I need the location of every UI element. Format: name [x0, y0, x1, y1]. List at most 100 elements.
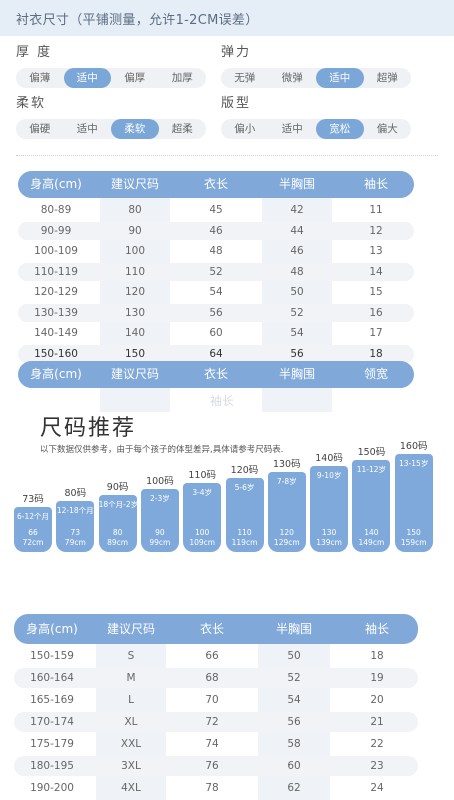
size-recommend-bar: 90码 18个月-2岁 80 89cm [98, 479, 139, 552]
table-row: 100-109 100 48 46 13 [18, 241, 414, 262]
table-cell: 52 [209, 265, 223, 278]
table-cell: 60 [287, 760, 301, 772]
size-recommend-bar: 80码 12-18个月 73 79cm [56, 485, 95, 552]
option: 微弹 [281, 72, 303, 84]
table-cell: 110 [124, 265, 146, 278]
bar-bottom: 80 89cm [99, 528, 137, 548]
table-cell: 76 [205, 760, 219, 772]
bar-bottom: 110 119cm [226, 528, 264, 548]
table-cell: 100 [124, 245, 146, 258]
attribute-group: 厚 度偏薄 适中 偏厚 加厚 [16, 44, 206, 88]
table-cell: 190-200 [30, 782, 74, 794]
table-cell: 15 [369, 286, 383, 299]
size-number: 150 [406, 527, 421, 537]
age-label: 18个月-2岁 [98, 500, 139, 510]
age-label: 7-8岁 [276, 476, 297, 486]
table-row: 150-159 S 66 50 18 [14, 645, 418, 667]
table-cell: 54 [290, 327, 304, 340]
size-label: 73码 [22, 494, 44, 505]
option: 偏硬 [29, 123, 51, 135]
option-selected: 适中 [316, 68, 364, 88]
table-cell: 140-149 [34, 327, 78, 340]
bar-body: 6-12个月 66 72cm [14, 507, 52, 552]
header-cell: 半胸围 [275, 622, 312, 636]
header-cell: 身高(cm) [30, 367, 82, 381]
option: 适中 [76, 123, 98, 135]
table-cell: 50 [287, 650, 301, 662]
table-cell: 17 [369, 327, 383, 340]
size-label: 150码 [357, 446, 386, 458]
attribute-options: 无弹 微弹 适中 超弹 [221, 68, 411, 88]
option: 适中 [281, 123, 303, 135]
header-cell: 袖长 [364, 622, 389, 636]
table-row: 170-174 XL 72 56 21 [14, 711, 418, 733]
table-cell: 150 [124, 347, 146, 360]
height-label: 119cm [231, 538, 258, 547]
bar-body: 3-4岁 100 109cm [183, 483, 222, 552]
table-cell: 80-89 [40, 204, 72, 217]
size-label: 120码 [230, 464, 259, 476]
size-number: 140 [364, 527, 379, 537]
height-label: 139cm [316, 537, 342, 547]
height-label: 99cm [149, 537, 171, 547]
size-table: 80-89 80 45 42 11 90-99 90 46 44 12 100-109 100 48 46… [18, 200, 414, 364]
table-cell: 62 [287, 782, 301, 794]
size-number: 73 [70, 527, 81, 537]
table-cell: 13 [369, 245, 383, 258]
table-cell: 42 [290, 204, 304, 217]
table-cell: 64 [209, 347, 223, 360]
table-cell: 16 [369, 306, 383, 319]
table-cell: XL [124, 716, 138, 728]
age-label: 12-18个月 [56, 506, 94, 516]
height-label: 79cm [64, 537, 86, 547]
table-cell: 11 [369, 204, 383, 217]
bar-body: 11-12岁 140 149cm [352, 459, 391, 552]
size-recommend-bar: 110码 3-4岁 100 109cm [183, 467, 222, 552]
table-cell: 60 [209, 327, 223, 340]
age-label: 2-3岁 [150, 494, 170, 504]
table-cell: S [127, 650, 135, 662]
table-row: 110-119 110 52 48 14 [18, 262, 414, 283]
height-label: 109cm [189, 537, 216, 547]
table-cell: 3XL [121, 760, 141, 772]
table-cell: L [128, 694, 134, 706]
option: 偏薄 [29, 72, 51, 84]
table-cell: 20 [370, 694, 384, 706]
recommend-title: 尺码推荐 [40, 416, 137, 441]
row-stripe [18, 303, 414, 322]
attribute-options: 偏硬 适中 柔软 超柔 [16, 119, 206, 139]
height-label: 149cm [358, 537, 385, 547]
table-cell: 52 [287, 672, 301, 684]
table-cell: 80 [128, 204, 142, 217]
height-label: 159cm [400, 537, 427, 547]
table-cell: 70 [205, 694, 219, 706]
option: 加厚 [171, 72, 193, 84]
table-cell: 170-174 [30, 716, 74, 728]
size-label: 140码 [315, 452, 343, 464]
table-row: 80-89 80 45 42 11 [18, 200, 414, 221]
dotted-divider [16, 155, 438, 156]
bar-bottom: 100 109cm [183, 528, 221, 548]
height-label: 72cm [22, 538, 44, 547]
table-row: 130-139 130 56 52 16 [18, 303, 414, 324]
table-cell: 4XL [121, 782, 141, 794]
bar-body: 13-15岁 150 159cm [394, 453, 433, 552]
attribute-group: 柔软 偏硬 适中 柔软 超柔 [16, 95, 206, 139]
bar-body: 12-18个月 73 79cm [56, 501, 95, 552]
option: 超弹 [376, 72, 398, 84]
attribute-group: 版型 偏小 适中 宽松 偏大 [221, 95, 411, 139]
height-label: 129cm [273, 537, 300, 547]
header-cell: 建议尺码 [106, 622, 155, 636]
table-cell: 46 [290, 245, 304, 258]
size-recommend-bar: 73码 6-12个月 66 72cm [14, 491, 52, 552]
ghost-label: 袖长 [210, 394, 235, 408]
table-cell: 52 [290, 306, 304, 319]
option: 无弹 [234, 72, 256, 84]
bar-bottom: 140 149cm [352, 528, 390, 548]
header-cell: 半胸围 [278, 367, 315, 381]
header-cell: 建议尺码 [110, 367, 159, 381]
age-label: 3-4岁 [192, 488, 213, 498]
table-cell: 46 [209, 224, 223, 237]
table-cell: 74 [205, 738, 219, 750]
size-number: 66 [28, 528, 38, 537]
